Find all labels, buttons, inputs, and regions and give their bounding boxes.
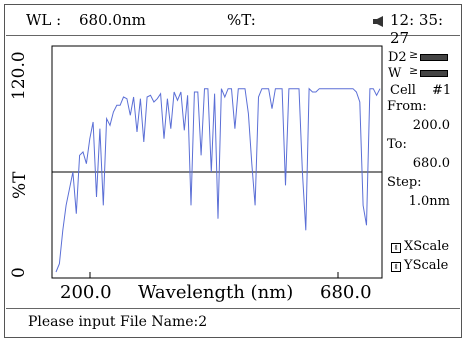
speaker-icon [373,16,383,27]
file-name-prompt[interactable]: Please input File Name:2 [28,314,208,330]
transmittance-label: %T: [227,11,256,29]
lamp-indicator-icon: ≥ [409,48,419,61]
status-header: WL : 680.0nm %T: 12: 35: 27 [6,6,460,47]
d2-lamp-indicator [420,54,448,61]
xscale-button[interactable]: XScale [404,239,450,254]
yscale-icon[interactable]: ⇕ [391,262,401,272]
x-tick-label: 680.0 [320,282,372,303]
wavelength-value: 680.0nm [79,11,146,29]
to-value: 680.0 [412,156,450,171]
x-tick-label: 200.0 [60,282,112,303]
to-label: To: [387,137,407,152]
xlabel: Wavelength (nm) [138,282,294,303]
ylabel: %T [10,171,30,200]
instrument-screen [4,4,462,338]
from-label: From: [387,99,427,114]
series-line [55,87,381,273]
w-lamp-indicator [420,70,448,77]
prompt-bar: Please input File Name:2 [6,308,460,336]
clock: 12: 35: 27 [390,11,444,47]
cell-value: #1 [432,83,452,98]
yscale-button[interactable]: YScale [404,258,449,273]
from-value: 200.0 [412,118,450,133]
w-lamp-label: W [388,66,402,81]
xscale-icon[interactable]: ⇕ [391,243,401,253]
lamp-indicator-icon: ≥ [409,64,419,77]
plot-frame [51,45,383,279]
y-tick-label: 120.0 [9,51,29,100]
cell-label: Cell [390,83,416,98]
step-value: 1.0nm [408,194,450,209]
step-label: Step: [387,175,422,190]
wavelength-label: WL : [26,11,62,29]
y-tick-label: 0 [9,267,29,278]
d2-lamp-label: D2 [388,50,407,65]
